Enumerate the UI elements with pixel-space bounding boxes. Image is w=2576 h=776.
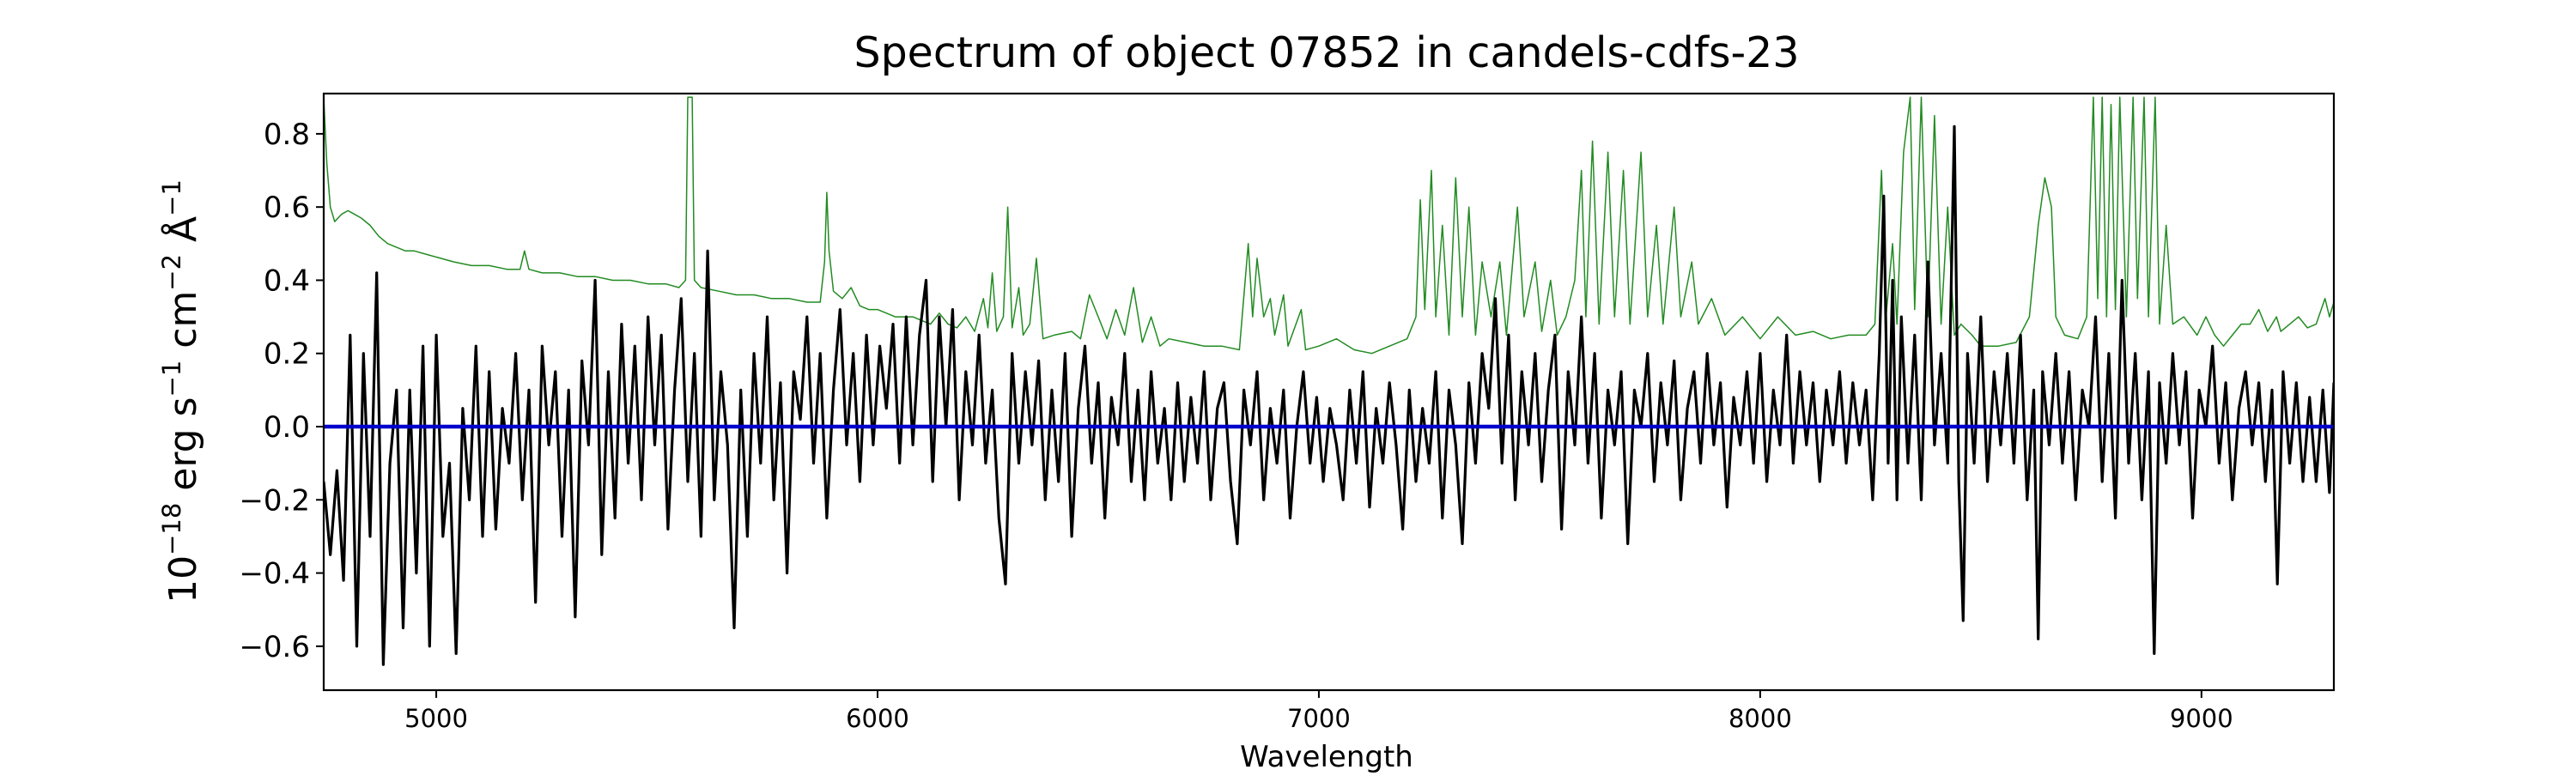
series-layer (324, 96, 2334, 666)
y-label-exp4: −1 (157, 179, 186, 216)
y-label-unit3: Å (160, 216, 205, 254)
y-label-unit1: erg s (161, 397, 205, 502)
y-tick-label: 0.4 (264, 264, 310, 298)
x-axis-ticks: 5000 6000 7000 8000 9000 (404, 690, 2233, 733)
x-tick-label: 7000 (1287, 704, 1351, 733)
y-tick-label: −0.4 (239, 557, 310, 591)
y-label-exp3: −2 (157, 254, 186, 291)
y-tick-label: 0.6 (264, 191, 310, 225)
y-axis-label: 10−18 erg s−1 cm−2 Å−1 (157, 179, 205, 603)
x-tick-label: 5000 (404, 704, 468, 733)
y-label-base: 10 (161, 555, 205, 603)
x-tick-label: 8000 (1728, 704, 1792, 733)
x-axis-label: Wavelength (1240, 740, 1413, 773)
y-tick-label: 0.2 (264, 337, 310, 372)
x-tick-label: 9000 (2170, 704, 2233, 733)
y-label-exp1: −18 (157, 503, 186, 555)
y-label-exp2: −1 (157, 361, 186, 397)
y-label-unit2: cm (161, 291, 205, 361)
y-tick-label: 0.0 (264, 410, 310, 445)
y-tick-label: −0.2 (239, 483, 310, 518)
plot-frame (322, 92, 2336, 692)
flux-series-line (324, 124, 2334, 666)
chart-title: Spectrum of object 07852 in candels-cdfs… (854, 28, 1799, 77)
y-axis-ticks: 0.8 0.6 0.4 0.2 0.0 −0.2 −0.4 −0.6 (239, 118, 324, 664)
x-tick-label: 6000 (846, 704, 909, 733)
y-tick-label: −0.6 (239, 630, 310, 664)
y-tick-label: 0.8 (264, 118, 310, 152)
